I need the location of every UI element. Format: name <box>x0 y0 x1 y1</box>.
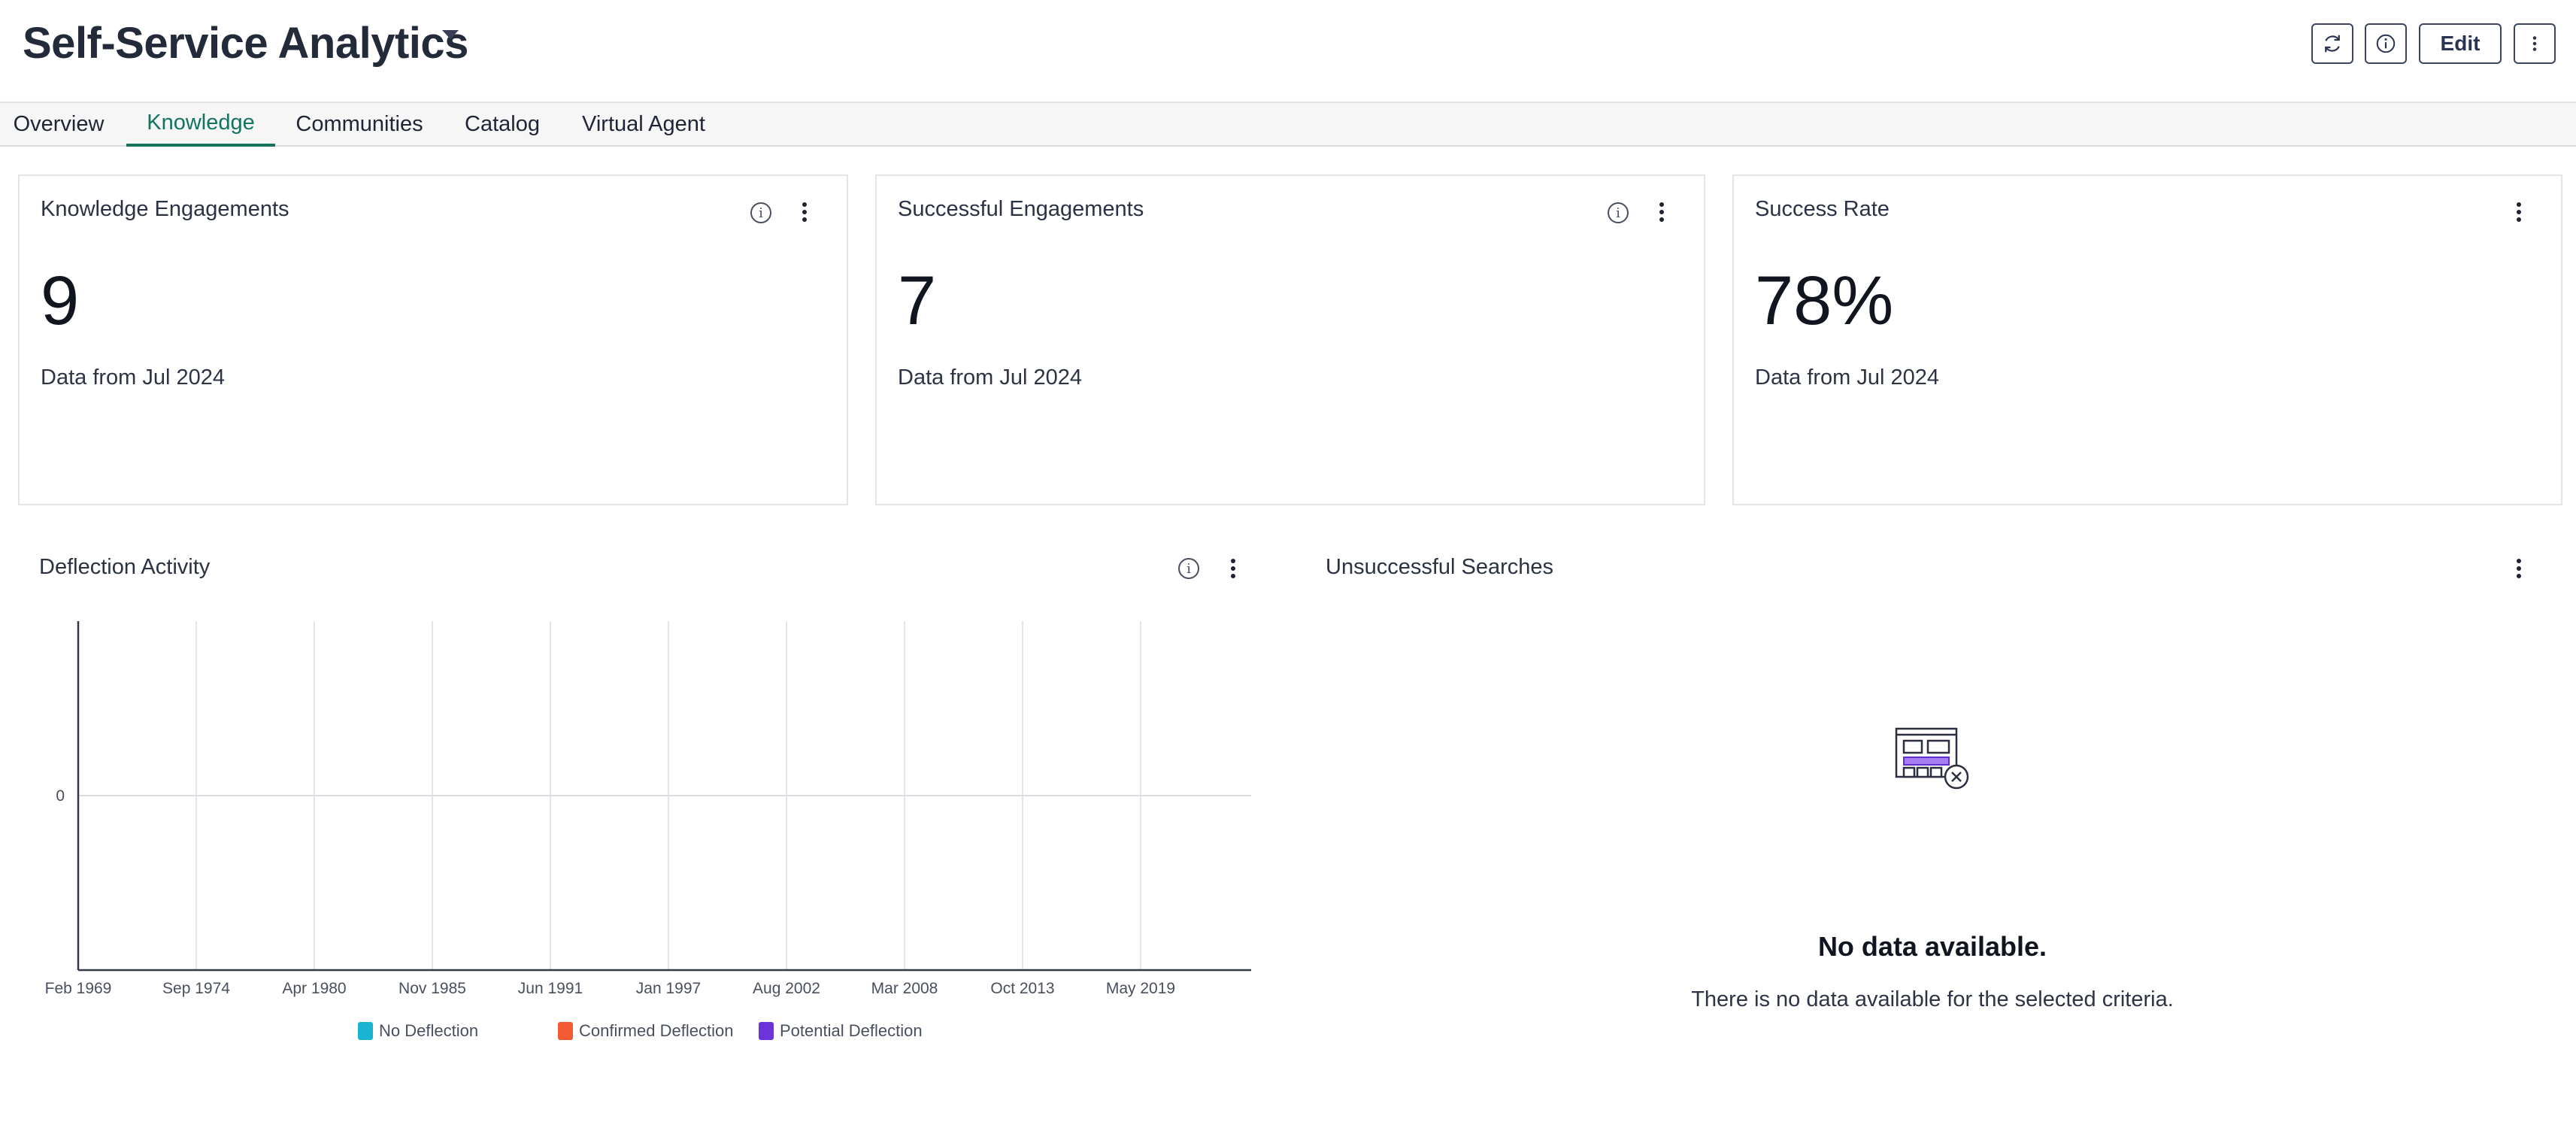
x-tick-label: Nov 1985 <box>399 980 466 997</box>
x-tick-label: Oct 2013 <box>990 980 1054 997</box>
more-vertical-icon[interactable] <box>2514 200 2524 224</box>
tab-catalog[interactable]: Catalog <box>465 111 540 136</box>
successful-engagements-card: Successful Engagements i 7 Data from Jul… <box>875 174 1705 505</box>
metric-value: 78% <box>1755 262 1894 339</box>
info-icon[interactable]: i <box>1178 558 1199 579</box>
legend-label: No Deflection <box>379 1021 479 1040</box>
x-tick-label: Aug 2002 <box>753 980 820 997</box>
legend-potential-deflection[interactable]: Potential Deflection <box>759 1021 923 1041</box>
page-title: Self-Service Analytics <box>23 19 468 68</box>
knowledge-engagements-card: Knowledge Engagements i 9 Data from Jul … <box>18 174 848 505</box>
info-button[interactable] <box>2365 23 2407 64</box>
x-tick-label: Mar 2008 <box>871 980 938 997</box>
more-options-button[interactable] <box>2514 23 2556 64</box>
refresh-button[interactable] <box>2311 23 2353 64</box>
more-vertical-icon[interactable] <box>2514 556 2524 581</box>
x-tick-label: Jan 1997 <box>636 980 701 997</box>
edit-button[interactable]: Edit <box>2419 23 2502 64</box>
unsuccessful-searches-title: Unsuccessful Searches <box>1326 555 1554 579</box>
metric-subtitle: Data from Jul 2024 <box>41 365 226 390</box>
metric-subtitle: Data from Jul 2024 <box>898 365 1083 390</box>
refresh-icon <box>2325 35 2340 53</box>
info-icon <box>2376 34 2396 53</box>
info-icon[interactable]: i <box>750 202 771 223</box>
metric-value: 9 <box>41 262 80 339</box>
title-dropdown-caret-icon[interactable] <box>442 30 459 39</box>
card-title: Success Rate <box>1755 197 1890 221</box>
more-vertical-icon[interactable] <box>1656 200 1667 224</box>
info-icon[interactable]: i <box>1608 202 1629 223</box>
legend-swatch <box>558 1022 573 1040</box>
metric-value: 7 <box>898 262 937 339</box>
deflection-activity-title: Deflection Activity <box>39 555 211 579</box>
more-vertical-icon[interactable] <box>799 200 810 224</box>
y-tick-label: 0 <box>56 787 65 805</box>
x-tick-label: May 2019 <box>1106 980 1175 997</box>
legend-label: Confirmed Deflection <box>579 1021 734 1040</box>
deflection-activity-chart: Feb 1969 Sep 1974 Apr 1980 Nov 1985 Jun 1991… <box>45 621 1251 997</box>
card-title: Knowledge Engagements <box>41 197 289 221</box>
tab-knowledge[interactable]: Knowledge <box>126 102 275 147</box>
card-title: Successful Engagements <box>898 197 1144 221</box>
no-data-subtitle: There is no data available for the selec… <box>1691 987 2174 1011</box>
legend-swatch <box>358 1022 373 1040</box>
no-data-title: No data available. <box>1817 931 2047 962</box>
x-tick-label: Sep 1974 <box>162 980 230 997</box>
x-tick-label: Jun 1991 <box>518 980 583 997</box>
tab-overview[interactable]: Overview <box>13 111 105 136</box>
no-data-illustration-icon <box>1895 727 1969 790</box>
legend-no-deflection[interactable]: No Deflection <box>358 1021 478 1041</box>
tab-virtual-agent[interactable]: Virtual Agent <box>582 111 705 136</box>
x-tick-label: Apr 1980 <box>282 980 346 997</box>
success-rate-card: Success Rate 78% Data from Jul 2024 <box>1732 174 2562 505</box>
metric-subtitle: Data from Jul 2024 <box>1755 365 1940 390</box>
legend-label: Potential Deflection <box>780 1021 923 1040</box>
legend-swatch <box>759 1022 774 1040</box>
more-vertical-icon <box>2532 36 2537 51</box>
tab-bar <box>0 102 2576 147</box>
more-vertical-icon[interactable] <box>1228 556 1238 581</box>
tab-communities[interactable]: Communities <box>295 111 423 136</box>
legend-confirmed-deflection[interactable]: Confirmed Deflection <box>558 1021 733 1041</box>
x-tick-label: Feb 1969 <box>45 980 112 997</box>
